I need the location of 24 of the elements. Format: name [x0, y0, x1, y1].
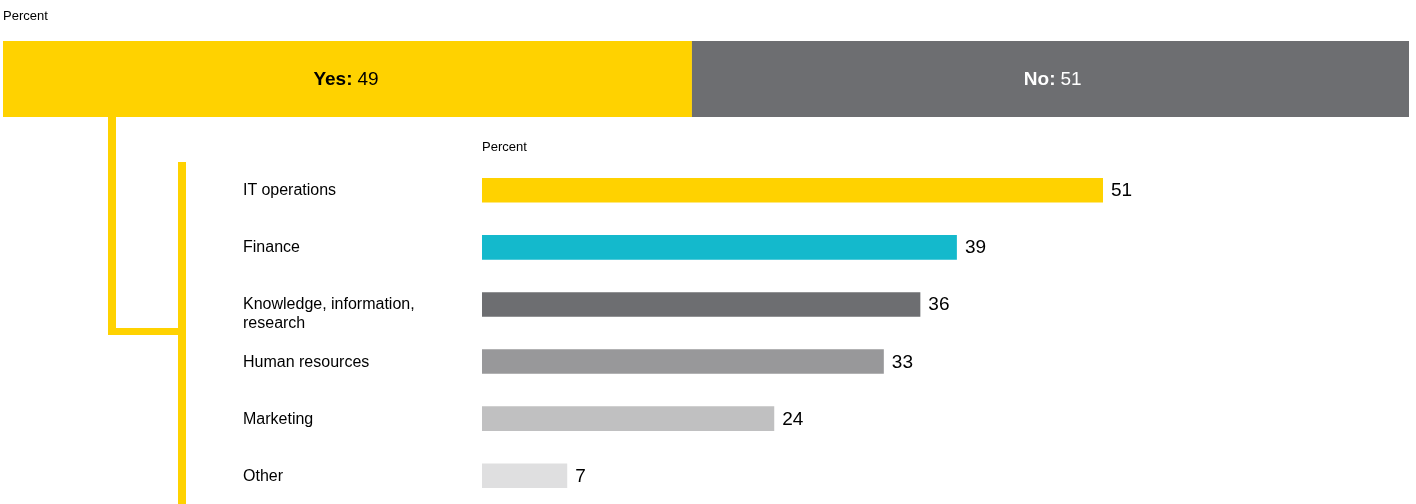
data-label: 51 — [1060, 68, 1082, 89]
y-tick-label: Knowledge, information, research — [243, 295, 415, 332]
bar — [482, 235, 957, 260]
series-label: No: — [1023, 68, 1056, 89]
data-label: 24 — [782, 407, 804, 429]
chart-title: Percent — [482, 139, 528, 154]
y-tick-label: IT operations — [243, 181, 337, 199]
data-label: 7 — [575, 464, 586, 486]
bar — [482, 292, 921, 317]
data-label: 39 — [964, 236, 987, 258]
y-tick-label: Finance — [243, 238, 301, 256]
data-label: 51 — [1111, 179, 1133, 201]
y-tick-label: Other — [243, 466, 284, 484]
chart-title: Percent — [3, 8, 49, 23]
data-label: 33 — [891, 350, 913, 372]
series-label: Yes: — [313, 68, 353, 89]
y-tick-label: Human resources — [243, 352, 370, 370]
y-tick-label: Marketing — [243, 409, 314, 427]
bar — [482, 406, 775, 431]
data-label: 49 — [357, 68, 379, 89]
bar — [482, 349, 884, 374]
bar — [482, 463, 568, 489]
data-label: 36 — [928, 293, 950, 315]
bar — [482, 177, 1103, 203]
